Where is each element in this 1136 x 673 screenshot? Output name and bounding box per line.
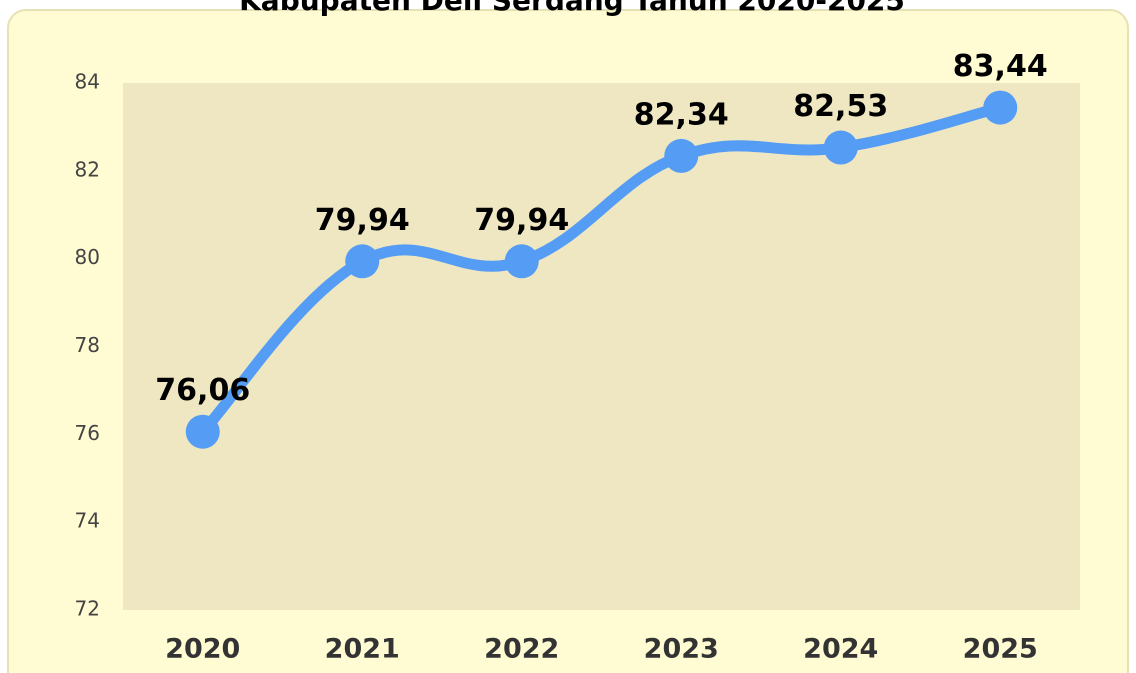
value-label: 79,94 (474, 203, 569, 238)
point (504, 244, 539, 279)
point (823, 130, 858, 165)
y-tick-label: 82 (75, 157, 100, 181)
x-tick-label: 2024 (803, 634, 878, 665)
y-tick-label: 78 (75, 333, 100, 357)
point (345, 244, 380, 279)
value-label: 82,53 (793, 89, 888, 124)
x-tick-label: 2023 (644, 634, 719, 665)
y-tick-label: 84 (75, 70, 100, 94)
x-tick-label: 2021 (325, 634, 400, 665)
x-tick-label: 2022 (484, 634, 559, 665)
y-tick-label: 74 (75, 509, 100, 533)
x-tick-label: 2020 (165, 634, 240, 665)
chart-title: Kabupaten Deli Serdang Tahun 2020-2025 (239, 0, 905, 17)
value-label: 76,06 (155, 373, 250, 408)
y-tick-label: 80 (75, 245, 100, 269)
y-tick-label: 72 (75, 597, 100, 621)
value-label: 82,34 (634, 97, 729, 132)
point (983, 90, 1018, 125)
point (185, 414, 220, 449)
point (664, 138, 699, 173)
value-label: 79,94 (315, 203, 410, 238)
value-label: 83,44 (953, 49, 1048, 84)
plot-background (123, 83, 1080, 610)
x-tick-label: 2025 (963, 634, 1038, 665)
y-tick-label: 76 (75, 421, 100, 445)
